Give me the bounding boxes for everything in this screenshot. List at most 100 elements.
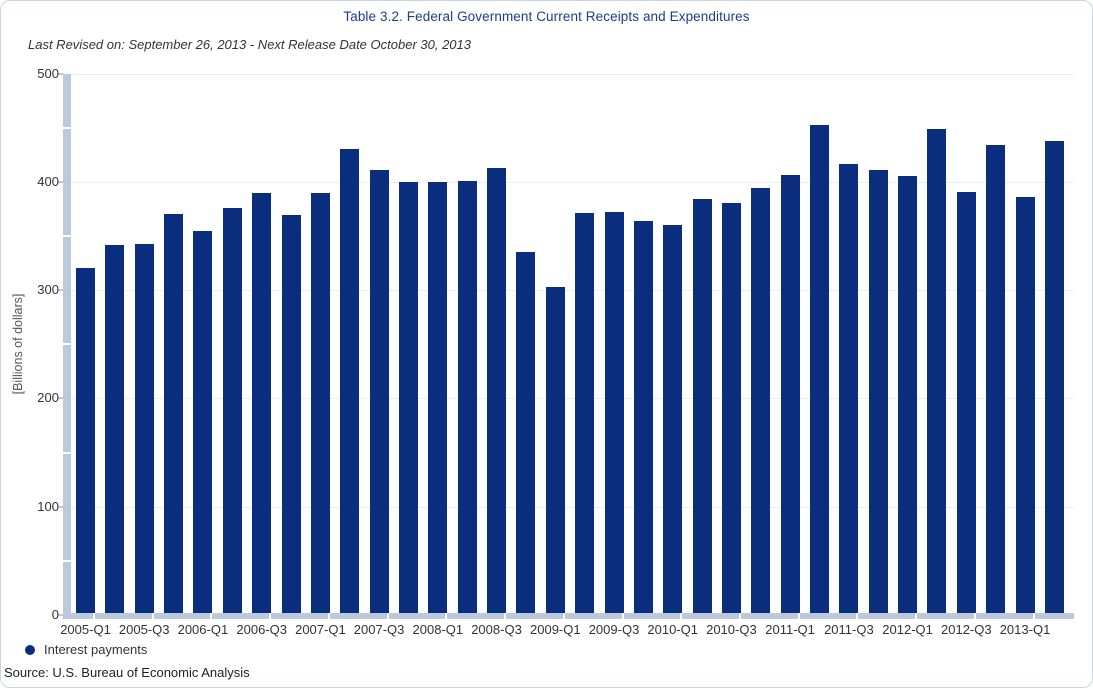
bar-2012-Q1[interactable] xyxy=(898,176,918,613)
bar-2012-Q2[interactable] xyxy=(927,128,947,613)
x-axis-tick-gap xyxy=(269,613,272,619)
x-axis-tick-gap xyxy=(1032,613,1035,619)
bar-2007-Q1[interactable] xyxy=(310,192,330,613)
chart-subtitle: Last Revised on: September 26, 2013 - Ne… xyxy=(28,37,471,52)
x-tick-label: 2007-Q1 xyxy=(295,622,346,637)
y-axis-minor-gap xyxy=(63,234,71,237)
x-axis-tick-gap xyxy=(621,613,624,619)
bar-2009-Q3[interactable] xyxy=(604,212,624,613)
y-axis-minor-gap xyxy=(63,559,71,562)
x-tick-label: 2008-Q1 xyxy=(412,622,464,637)
bar-2008-Q4[interactable] xyxy=(516,252,536,613)
bar-2007-Q4[interactable] xyxy=(399,181,418,613)
y-axis-tick xyxy=(58,614,63,616)
y-axis-tick xyxy=(58,180,63,183)
y-axis-band xyxy=(63,73,71,619)
bar-2005-Q1[interactable] xyxy=(76,268,95,613)
legend-label: Interest payments xyxy=(44,642,148,657)
y-axis-tick xyxy=(58,289,63,292)
bar-2008-Q2[interactable] xyxy=(457,180,477,613)
x-axis-tick-gap xyxy=(445,613,448,619)
y-axis-minor-gap xyxy=(63,343,71,346)
y-tick-label: 100 xyxy=(37,498,59,514)
bar-2006-Q3[interactable] xyxy=(252,192,272,613)
bar-2005-Q2[interactable] xyxy=(105,244,125,613)
x-tick-label: 2012-Q1 xyxy=(882,622,933,637)
bar-2010-Q3[interactable] xyxy=(721,203,741,613)
x-tick-label: 2011-Q1 xyxy=(765,622,815,637)
y-axis-tick xyxy=(58,72,63,75)
y-tick-label: 500 xyxy=(37,65,59,81)
bar-2006-Q1[interactable] xyxy=(193,230,213,613)
bar-2011-Q4[interactable] xyxy=(868,169,888,613)
x-tick-label: 2006-Q3 xyxy=(236,622,287,637)
bar-2013-Q2[interactable] xyxy=(1044,140,1064,613)
chart-title: Table 3.2. Federal Government Current Re… xyxy=(343,9,750,24)
bar-2008-Q1[interactable] xyxy=(428,181,448,613)
gridline xyxy=(71,181,1074,183)
bar-2007-Q3[interactable] xyxy=(369,169,389,613)
bar-2012-Q4[interactable] xyxy=(986,144,1006,613)
bar-2013-Q1[interactable] xyxy=(1015,196,1035,613)
bar-2010-Q1[interactable] xyxy=(663,225,683,613)
x-axis-tick-gap xyxy=(327,613,330,619)
y-tick-label: 0 xyxy=(51,607,59,622)
y-axis-tick xyxy=(58,397,63,400)
y-axis-minor-gap xyxy=(63,126,71,129)
x-axis-tick-gap xyxy=(973,613,976,619)
x-axis-tick-gap xyxy=(680,613,683,619)
x-tick-label: 2007-Q3 xyxy=(353,622,405,637)
x-axis-tick-gap xyxy=(93,613,95,619)
y-axis-minor-gap xyxy=(63,451,71,454)
x-axis-tick-gap xyxy=(856,613,859,619)
source-note: Source: U.S. Bureau of Economic Analysis xyxy=(4,665,250,680)
bar-2011-Q3[interactable] xyxy=(839,164,859,613)
bar-2009-Q1[interactable] xyxy=(545,286,565,613)
y-axis-title: [Billions of dollars] xyxy=(11,293,25,395)
bar-2012-Q3[interactable] xyxy=(956,191,976,613)
x-tick-label: 2009-Q1 xyxy=(530,622,581,637)
bar-2011-Q1[interactable] xyxy=(780,175,800,613)
x-tick-label: 2011-Q3 xyxy=(824,622,874,637)
x-axis-band xyxy=(63,613,1074,619)
y-axis-tick xyxy=(58,505,63,508)
bar-2011-Q2[interactable] xyxy=(810,125,829,613)
x-tick-label: 2008-Q3 xyxy=(471,622,522,637)
bar-2009-Q4[interactable] xyxy=(633,220,653,613)
x-axis-tick-gap xyxy=(562,613,565,619)
y-tick-label: 200 xyxy=(37,390,59,406)
x-axis-tick-gap xyxy=(504,613,506,619)
bar-2008-Q3[interactable] xyxy=(487,167,506,613)
x-tick-label: 2012-Q3 xyxy=(941,622,992,637)
gridline xyxy=(71,73,1074,75)
bar-2006-Q2[interactable] xyxy=(222,207,242,613)
bar-2005-Q4[interactable] xyxy=(164,214,184,613)
legend: Interest payments xyxy=(25,642,147,658)
x-axis-tick-gap xyxy=(151,613,154,619)
x-tick-label: 2006-Q1 xyxy=(177,622,229,637)
x-tick-label: 2009-Q3 xyxy=(588,622,640,637)
bar-2010-Q2[interactable] xyxy=(692,199,712,613)
x-tick-label: 2010-Q1 xyxy=(647,622,698,637)
gridline xyxy=(71,290,1074,292)
x-tick-label: 2013-Q1 xyxy=(999,622,1051,637)
bar-2006-Q4[interactable] xyxy=(281,215,301,613)
x-axis-tick-gap xyxy=(386,613,389,619)
x-tick-label: 2010-Q3 xyxy=(706,622,757,637)
bar-2010-Q4[interactable] xyxy=(751,188,771,613)
x-tick-label: 2005-Q3 xyxy=(118,622,170,637)
y-tick-label: 400 xyxy=(37,173,59,189)
x-tick-label: 2005-Q1 xyxy=(60,622,111,637)
x-axis-tick-gap xyxy=(738,613,741,619)
x-axis-tick-gap xyxy=(915,613,918,619)
bar-2007-Q2[interactable] xyxy=(340,149,360,613)
bar-2009-Q2[interactable] xyxy=(575,213,595,613)
x-axis-tick-gap xyxy=(210,613,213,619)
gridline xyxy=(71,506,1074,508)
legend-marker-icon xyxy=(25,645,35,655)
gridline xyxy=(71,398,1074,400)
x-axis-tick-gap xyxy=(797,613,800,619)
bar-2005-Q3[interactable] xyxy=(134,243,154,613)
